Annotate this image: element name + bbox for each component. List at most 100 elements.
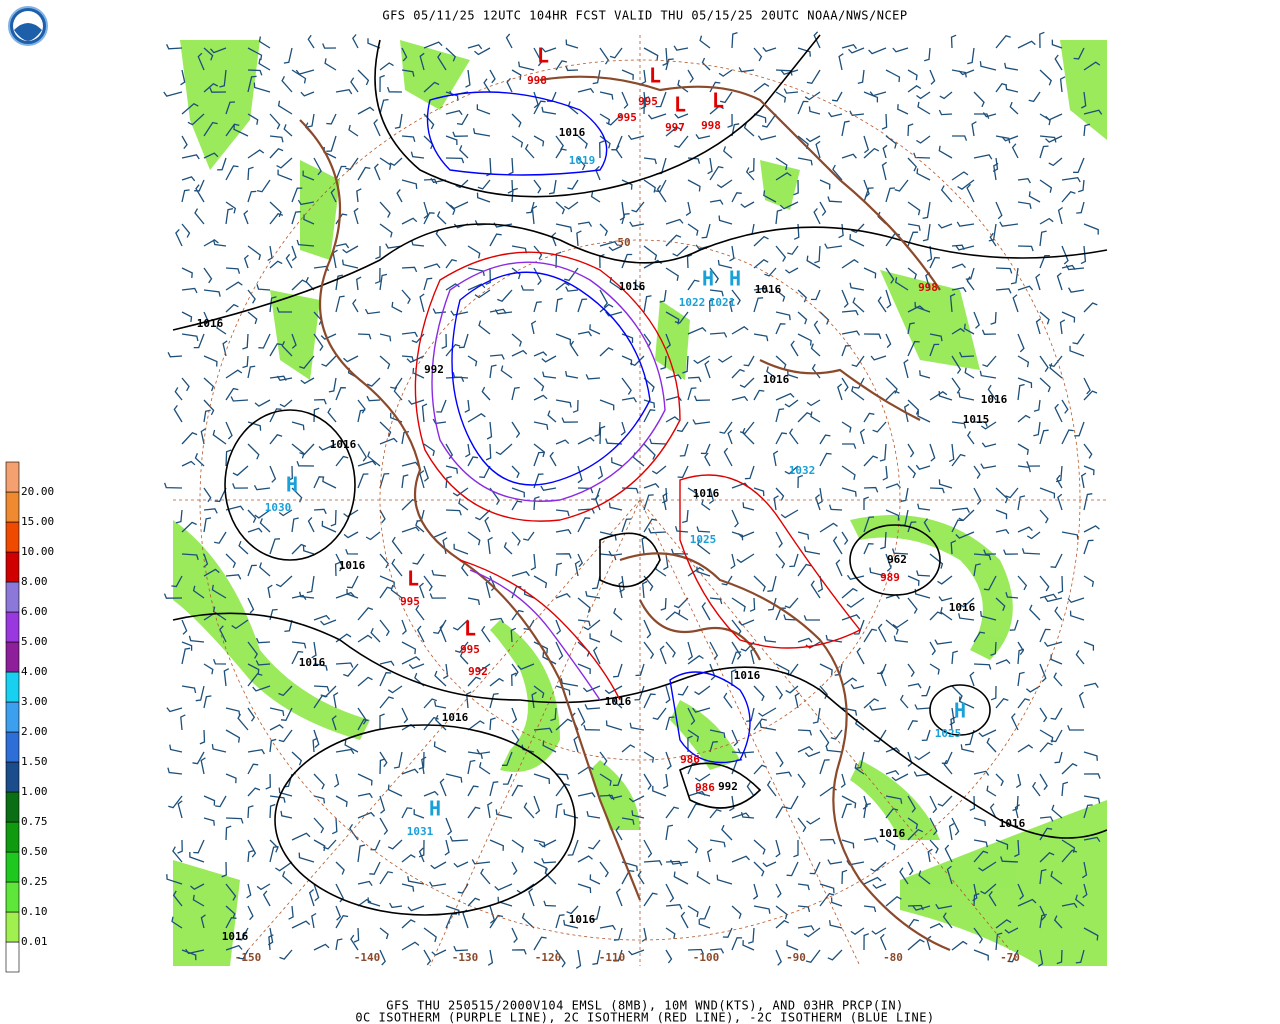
- wind-barb: [731, 937, 743, 951]
- wind-barb: [247, 75, 257, 93]
- wind-barb: [701, 57, 711, 71]
- wind-barb: [511, 609, 524, 621]
- wind-barb: [678, 609, 689, 621]
- wind-barb: [423, 263, 441, 269]
- wind-barb: [885, 896, 902, 907]
- wind-barb: [708, 487, 715, 505]
- wind-barb: [1083, 836, 1101, 843]
- wind-barb: [1039, 816, 1054, 822]
- wind-barb: [841, 803, 852, 819]
- wind-barb: [523, 802, 535, 819]
- wind-barb: [951, 519, 963, 533]
- wind-barb: [958, 69, 975, 76]
- wind-barb: [682, 509, 689, 524]
- wind-barb: [555, 949, 566, 968]
- wind-barb: [731, 31, 738, 49]
- wind-barb: [544, 868, 557, 885]
- wind-barb: [739, 377, 755, 388]
- wind-barb: [423, 443, 435, 457]
- wind-barb: [389, 157, 403, 166]
- wind-barb: [458, 498, 469, 511]
- wind-barb: [1083, 223, 1099, 235]
- wind-barb: [643, 157, 657, 165]
- wind-barb: [203, 121, 218, 137]
- wind-barb: [203, 152, 219, 159]
- wind-barb: [1067, 725, 1084, 731]
- wind-barb: [501, 751, 513, 766]
- wind-barb: [291, 443, 305, 459]
- wind-barb: [1072, 333, 1085, 345]
- wind-barb: [1054, 606, 1063, 621]
- wind-barb: [687, 655, 704, 665]
- wind-barb: [166, 44, 183, 50]
- wind-barb: [533, 135, 545, 147]
- wind-barb: [656, 184, 667, 203]
- wind-barb: [357, 676, 373, 687]
- wind-barb: [225, 773, 237, 784]
- wind-barb: [643, 494, 654, 511]
- wind-barb: [926, 245, 933, 262]
- wind-barb: [434, 700, 447, 709]
- wind-barb: [467, 283, 486, 291]
- wind-barb: [980, 611, 997, 621]
- wind-barb: [465, 443, 471, 458]
- wind-barb: [643, 641, 655, 659]
- footer-line: 0C ISOTHERM (PURPLE LINE), 2C ISOTHERM (…: [355, 1011, 934, 1024]
- wind-barb: [766, 366, 777, 379]
- wind-barb: [907, 861, 914, 876]
- wind-barb: [1039, 913, 1047, 929]
- wind-barb: [850, 927, 865, 935]
- wind-barb: [331, 817, 338, 835]
- wind-barb: [718, 215, 733, 225]
- wind-barb: [605, 438, 623, 445]
- wind-barb: [370, 839, 381, 851]
- wind-barb: [313, 729, 320, 748]
- wind-barb: [533, 100, 546, 115]
- wind-barb: [276, 157, 293, 169]
- wind-barb: [723, 692, 733, 709]
- wind-barb: [654, 179, 667, 193]
- wind-barb: [924, 47, 931, 62]
- wind-barb: [643, 839, 653, 858]
- wind-barb: [775, 806, 788, 819]
- wind-barb: [797, 333, 812, 346]
- wind-barb: [766, 780, 777, 797]
- wind-barb: [181, 647, 191, 665]
- wind-barb: [863, 267, 877, 279]
- wind-barb: [736, 553, 755, 564]
- wind-barb: [237, 713, 249, 731]
- pressure-label: 995: [400, 595, 420, 608]
- wind-barb: [379, 98, 389, 115]
- wind-barb: [841, 153, 857, 159]
- wind-barb: [643, 295, 652, 313]
- wind-barb: [621, 69, 634, 80]
- wind-barb: [921, 729, 931, 742]
- wind-barb: [225, 944, 243, 951]
- wind-barb: [819, 685, 828, 700]
- wind-barb: [899, 694, 909, 709]
- wind-barb: [966, 183, 975, 203]
- wind-barb: [334, 773, 340, 788]
- wind-barb: [599, 140, 605, 159]
- wind-barb: [973, 631, 986, 643]
- wind-barb: [269, 148, 284, 159]
- wind-barb: [199, 729, 206, 745]
- longitude-label: -90: [786, 951, 806, 964]
- wind-barb: [797, 157, 813, 166]
- wind-barb: [379, 437, 398, 445]
- wind-barb: [313, 614, 331, 621]
- wind-barb: [599, 113, 611, 125]
- wind-barb: [709, 289, 724, 297]
- wind-barb: [430, 177, 447, 184]
- wind-barb: [665, 927, 676, 939]
- wind-barb: [313, 407, 320, 423]
- wind-barb: [577, 517, 591, 533]
- wind-barb: [919, 370, 931, 379]
- wind-barb: [423, 698, 438, 709]
- wind-barb: [555, 60, 568, 71]
- pressure-label: 998: [701, 119, 721, 132]
- wind-barb: [1039, 742, 1053, 753]
- wind-barb: [716, 179, 733, 189]
- wind-barb: [1026, 531, 1041, 540]
- pressure-center: H: [954, 699, 966, 723]
